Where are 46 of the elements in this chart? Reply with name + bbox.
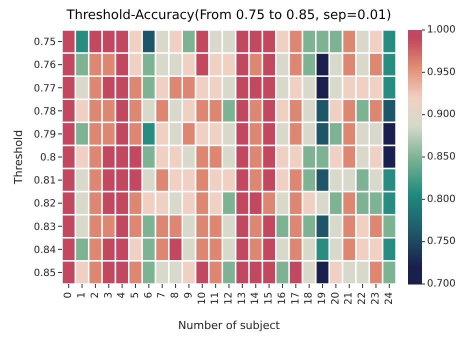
x-tick-label: 14 bbox=[250, 292, 262, 305]
x-tick-label: 24 bbox=[384, 292, 395, 305]
x-tick-label: 4 bbox=[116, 292, 128, 298]
x-tick-label: 10 bbox=[196, 292, 208, 305]
x-tick-label: 2 bbox=[90, 292, 101, 298]
y-tick-label: 0.81 bbox=[34, 176, 56, 187]
x-tick-label: 18 bbox=[304, 292, 315, 305]
x-tick-label: 11 bbox=[210, 292, 222, 305]
x-tick-label: 5 bbox=[130, 292, 141, 298]
color-bar-label: 0.700 bbox=[427, 278, 456, 290]
y-tick-label: 0.77 bbox=[34, 83, 56, 94]
y-tick-label: 0.82 bbox=[34, 198, 56, 210]
chart-title: Threshold-Accuracy(From 0.75 to 0.85, sep=0.01) bbox=[66, 8, 392, 23]
y-tick-label: 0.76 bbox=[34, 60, 56, 72]
x-tick-label: 7 bbox=[156, 292, 168, 298]
color-bar-label: 1.000 bbox=[427, 24, 456, 36]
x-tick-label: 12 bbox=[224, 292, 234, 305]
y-tick-label: 0.84 bbox=[34, 244, 56, 256]
x-tick-label: 0 bbox=[63, 292, 74, 298]
x-tick-label: 19 bbox=[317, 292, 328, 305]
x-tick-label: 15 bbox=[264, 292, 275, 305]
x-tick-label: 16 bbox=[276, 292, 288, 305]
x-tick-label: 23 bbox=[370, 292, 382, 305]
color-bar-label: 0.750 bbox=[427, 236, 456, 248]
color-bar-label: 0.850 bbox=[427, 152, 456, 162]
color-bar-label: 0.950 bbox=[427, 66, 456, 78]
color-bar-label: 0.900 bbox=[427, 109, 456, 120]
y-tick-label: 0.83 bbox=[34, 222, 56, 233]
y-tick-label: 0.78 bbox=[34, 106, 56, 118]
x-tick-label: 8 bbox=[170, 292, 182, 298]
x-tick-label: 20 bbox=[330, 292, 342, 305]
x-tick-label: 1 bbox=[76, 292, 88, 298]
y-axis-title: Threshold bbox=[12, 130, 25, 186]
x-axis-title: Number of subject bbox=[178, 319, 281, 332]
y-tick-label: 0.75 bbox=[34, 37, 56, 48]
x-tick-label: 6 bbox=[143, 292, 154, 298]
x-tick-label: 22 bbox=[357, 292, 368, 305]
x-tick-label: 17 bbox=[290, 292, 302, 305]
color-bar-label: 0.800 bbox=[427, 194, 456, 205]
y-tick-label: 0.85 bbox=[34, 268, 56, 280]
x-tick-label: 21 bbox=[344, 292, 355, 305]
y-tick-label: 0.79 bbox=[34, 129, 56, 140]
x-tick-label: 3 bbox=[103, 292, 114, 298]
x-tick-label: 13 bbox=[236, 292, 248, 305]
x-tick-label: 9 bbox=[183, 292, 194, 298]
y-tick-label: 0.8 bbox=[40, 152, 56, 164]
